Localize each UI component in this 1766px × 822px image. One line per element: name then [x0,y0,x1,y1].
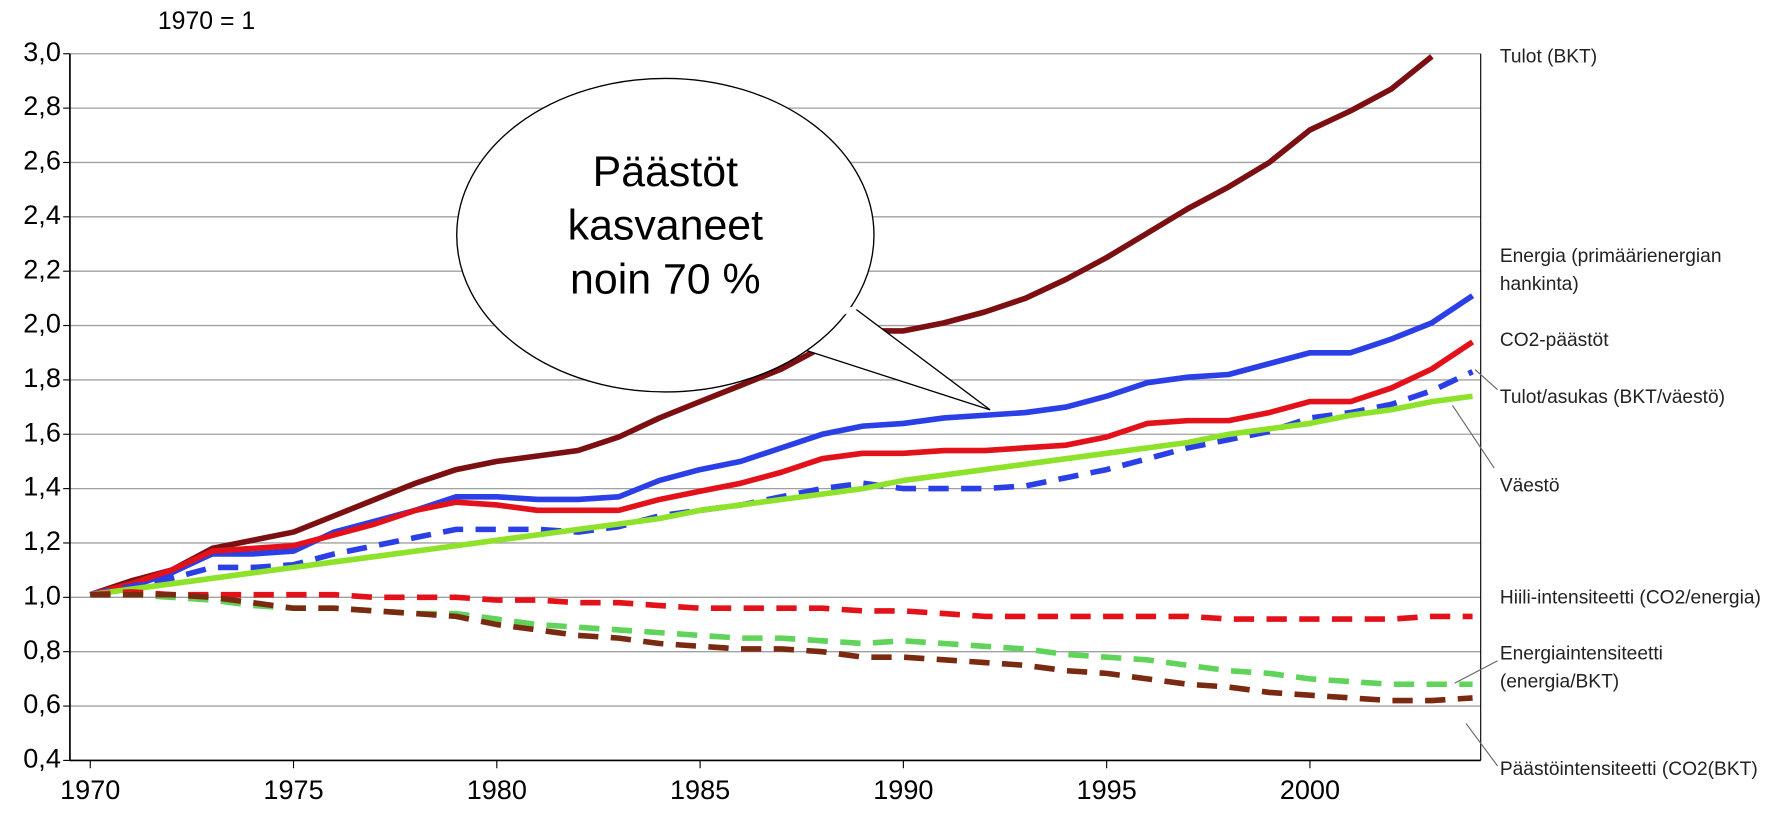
y-tick-label: 1,6 [23,417,61,447]
callout-join [813,304,858,327]
legend-item: Päästöintensiteetti (CO2(BKT) [1499,758,1758,780]
legend-item: Tulot/asukas (BKT/väestö) [1499,386,1726,408]
y-tick-label: 0,6 [23,689,61,719]
series-line [90,591,1473,704]
x-tick-label: 2000 [1280,775,1340,805]
x-tick-label: 1990 [873,775,933,805]
series-line [89,54,1434,598]
callout-bubble [456,77,875,393]
x-tick-label: 1980 [467,775,527,805]
leader-line [1465,723,1499,767]
series-line [89,339,1475,598]
y-tick-label: 0,4 [23,744,61,774]
series-line [89,393,1473,598]
legend-label: Hiili-intensiteetti (CO2/energia) [1499,586,1761,609]
legend-label: Väestö [1499,474,1560,497]
subtitle: 1970 = 1 [158,8,255,35]
legend-item: CO2-päästöt [1499,329,1609,351]
y-tick-label: 0,8 [23,635,61,665]
y-tick-label: 1,0 [23,581,61,611]
leader-line [1474,369,1498,391]
callout-tail [802,288,991,411]
legend-label: Päästöintensiteetti (CO2(BKT) [1499,758,1758,780]
legend-item: Hiili-intensiteetti (CO2/energia) [1499,586,1761,609]
x-tick-label: 1985 [670,775,730,805]
x-tick-label: 1975 [263,775,323,805]
legend-label: Tulot/asukas (BKT/väestö) [1499,386,1726,408]
legend-item: Väestö [1499,474,1560,497]
y-tick-label: 2,6 [23,146,61,176]
legend-label: CO2-päästöt [1499,329,1609,351]
legend-item: Tulot (BKT) [1499,45,1598,68]
y-tick-label: 1,8 [23,363,61,393]
callout-box: Päästöt kasvaneet noin 70 % [567,148,764,304]
legend-label: Tulot (BKT) [1499,45,1598,68]
legend-item: Energiaintensiteetti (energia/BKT) [1499,642,1663,693]
series-line [90,589,1473,622]
y-tick-label: 2,2 [23,254,61,284]
y-tick-label: 2,4 [23,200,61,230]
y-tick-label: 1,2 [23,526,61,556]
y-tick-label: 2,0 [23,309,61,339]
callout: Päästöt kasvaneet noin 70 % [456,77,991,411]
leader-line [1454,660,1498,684]
annotation: Päästöt kasvaneet noin 70 % [567,148,764,304]
x-tick-label: 1995 [1077,775,1137,805]
y-tick-label: 1,4 [23,472,61,502]
legend-label: Energia (primäärienergian hankinta) [1499,245,1722,295]
y-tick-label: 2,8 [23,91,61,121]
y-tick-label: 3,0 [23,37,61,67]
legend-item: Energia (primäärienergian hankinta) [1499,245,1722,295]
leader-line [1452,405,1495,469]
series-line [89,369,1474,598]
legend-label: Energiaintensiteetti (energia/BKT) [1499,642,1663,693]
x-tick-label: 1970 [60,775,120,805]
